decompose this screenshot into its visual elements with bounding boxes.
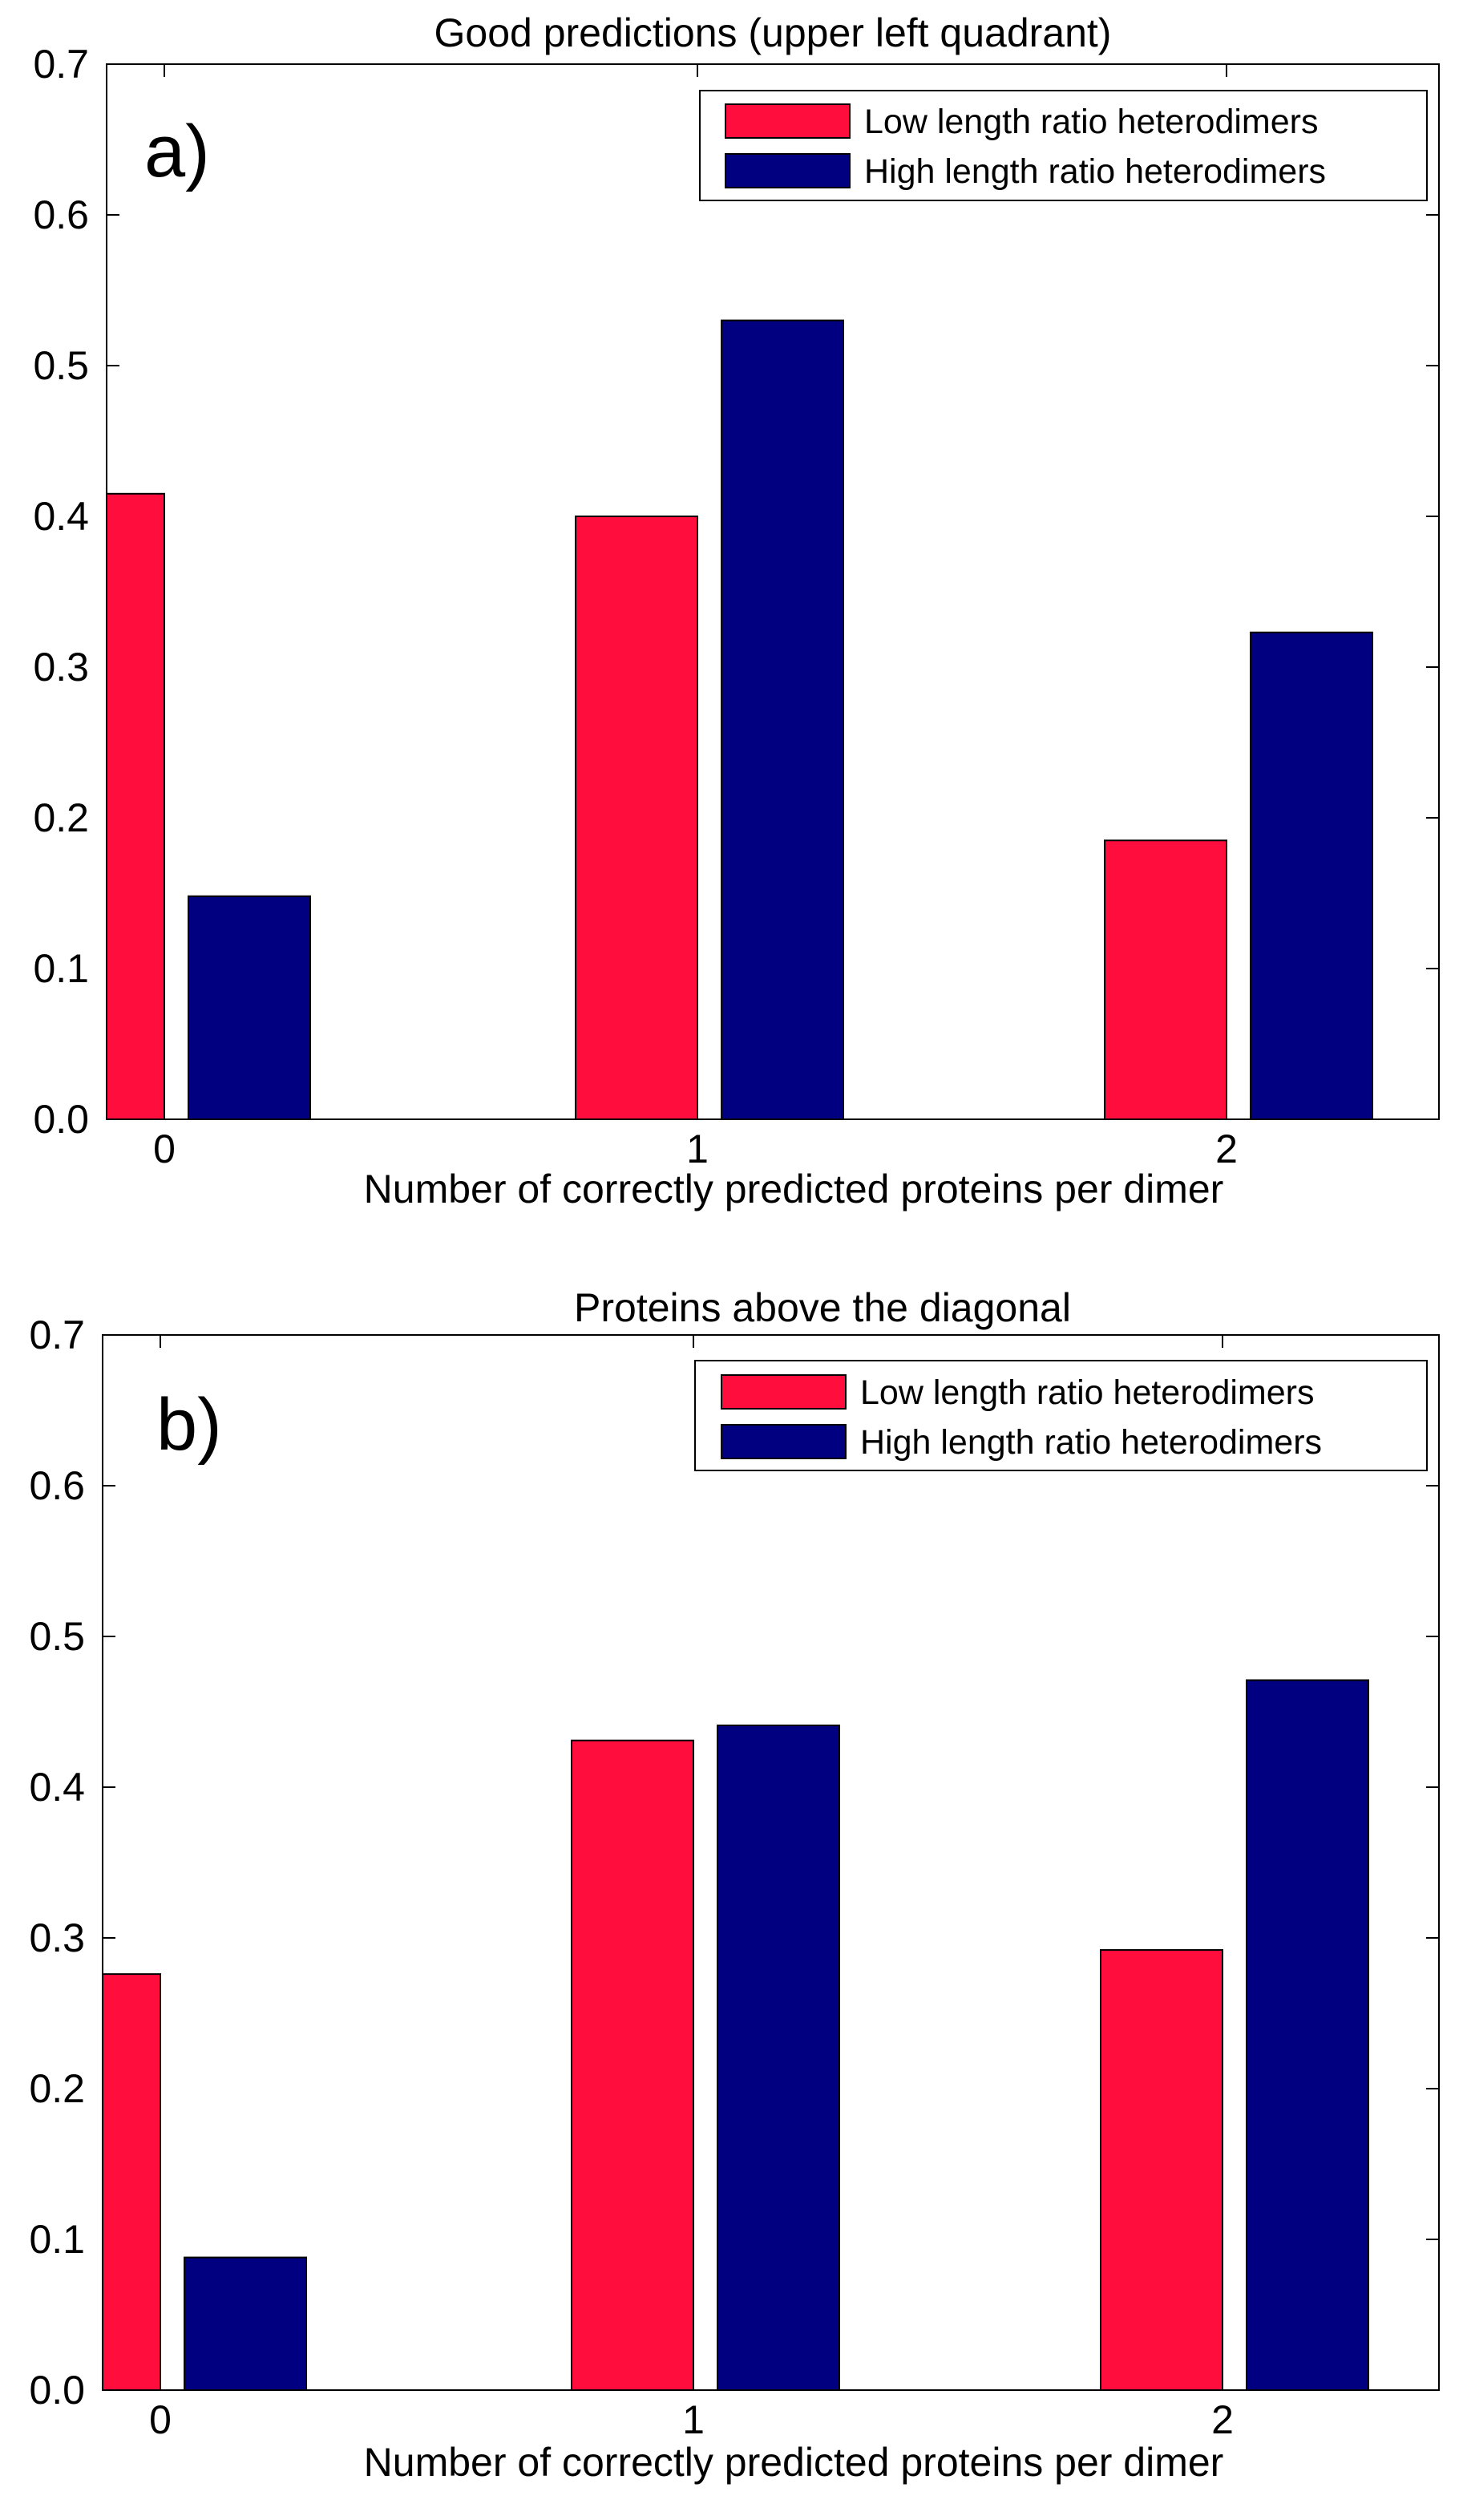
panel-b-ytick-label: 0.3	[29, 1915, 85, 1960]
panel-b-ytick-label: 0.1	[29, 2217, 85, 2262]
panel-b-bar-high-1	[717, 1724, 840, 2391]
panel-a-legend-label-low: Low length ratio heterodimers	[864, 103, 1318, 141]
panel-b-bar-low-0	[102, 1973, 161, 2392]
panel-a-legend: Low length ratio heterodimers High lengt…	[699, 90, 1428, 201]
panel-a-bar-low-2	[1104, 839, 1227, 1120]
panel-b-xtick-label: 2	[1211, 2397, 1234, 2442]
panel-b-x-axis-label: Number of correctly predicted proteins p…	[364, 2440, 1224, 2485]
panel-b: Proteins above the diagonal b) Number of…	[29, 1285, 1440, 2485]
panel-a-ytick-label: 0.6	[33, 192, 89, 237]
panel-b-title: Proteins above the diagonal	[574, 1285, 1071, 1330]
panel-b-ytick-label: 0.5	[29, 1614, 85, 1659]
panel-b-y-ticks: 0.0 0.1 0.2 0.3 0.4 0.5 0.6 0.7	[29, 1313, 1439, 2413]
panel-a-ytick-label: 0.4	[33, 494, 89, 539]
panel-a-legend-swatch-low	[725, 103, 851, 139]
panel-b-ytick-label: 0.4	[29, 1765, 85, 1810]
panel-b-legend-swatch-low	[721, 1374, 847, 1410]
panel-b-label: b)	[156, 1384, 222, 1466]
panel-a-title: Good predictions (upper left quadrant)	[434, 10, 1112, 55]
panel-b-bars	[102, 1679, 1369, 2392]
panel-a-bars	[106, 319, 1373, 1121]
panel-a-bar-low-0	[106, 492, 165, 1120]
panel-b-bar-low-1	[571, 1739, 694, 2391]
panel-a-bar-high-2	[1250, 631, 1373, 1120]
panel-a-ytick-label: 0.0	[33, 1097, 89, 1142]
panel-b-xtick-label: 0	[149, 2397, 172, 2442]
panel-b-ytick-label: 0.7	[29, 1313, 85, 1357]
panel-b-bar-low-2	[1100, 1949, 1223, 2392]
panel-a-bar-high-0	[188, 895, 311, 1120]
panel-b-legend-swatch-high	[721, 1424, 847, 1459]
panel-a-xtick-label: 1	[686, 1127, 709, 1171]
panel-b-xtick-label: 1	[682, 2397, 705, 2442]
panel-a-bar-high-1	[721, 319, 844, 1121]
panel-b-bar-high-2	[1246, 1679, 1369, 2391]
panel-a-ytick-label: 0.3	[33, 645, 89, 690]
panel-b-legend-label-low: Low length ratio heterodimers	[860, 1373, 1314, 1412]
panel-a-ytick-label: 0.5	[33, 343, 89, 388]
panel-b-ytick-label: 0.0	[29, 2368, 85, 2413]
panel-a: Good predictions (upper left quadrant) a…	[33, 10, 1440, 1211]
panel-b-ytick-label: 0.2	[29, 2066, 85, 2111]
panel-a-legend-swatch-high	[725, 153, 851, 188]
panel-a-x-axis-label: Number of correctly predicted proteins p…	[364, 1167, 1224, 1211]
panel-a-ytick-label: 0.2	[33, 795, 89, 840]
panel-a-legend-label-high: High length ratio heterodimers	[864, 152, 1326, 191]
panel-a-bar-low-1	[575, 516, 698, 1120]
panel-a-x-ticks: 0 1 2	[153, 64, 1238, 1171]
panel-b-ytick-label: 0.6	[29, 1463, 85, 1508]
panel-b-legend-label-high: High length ratio heterodimers	[860, 1423, 1322, 1462]
panel-b-legend: Low length ratio heterodimers High lengt…	[694, 1360, 1428, 1471]
panel-b-x-ticks: 0 1 2	[149, 1335, 1234, 2442]
panel-a-ytick-label: 0.1	[33, 946, 89, 991]
panel-b-bar-high-0	[184, 2256, 307, 2392]
panel-a-xtick-label: 2	[1215, 1127, 1238, 1171]
panel-a-ytick-label: 0.7	[33, 42, 89, 87]
panel-a-y-ticks: 0.0 0.1 0.2 0.3 0.4 0.5 0.6 0.7	[33, 42, 1439, 1142]
panel-a-xtick-label: 0	[153, 1127, 176, 1171]
panel-a-label: a)	[144, 111, 210, 192]
